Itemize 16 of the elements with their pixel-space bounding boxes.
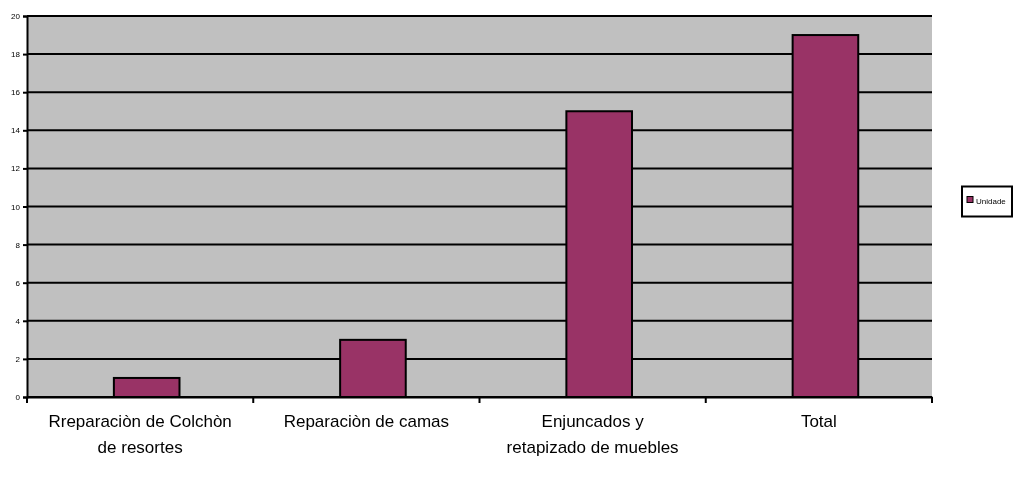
y-tick-label: 4 — [15, 316, 21, 326]
y-tick-label: 0 — [15, 393, 21, 403]
y-tick-label: 20 — [11, 12, 21, 22]
y-tick-label: 14 — [11, 126, 21, 136]
x-tick-label: Rreparaciòn de Colchòn de resortes — [48, 412, 232, 457]
y-tick-label: 16 — [11, 88, 21, 98]
y-tick-label: 18 — [11, 50, 21, 60]
x-tick-label: Enjuncados y retapizado de muebles — [506, 412, 679, 457]
x-tick-label: Reparaciòn de camas — [283, 412, 450, 431]
y-tick-label: 10 — [11, 202, 21, 212]
y-tick-label: 2 — [15, 354, 21, 364]
y-tick-label: 12 — [11, 164, 21, 174]
legend-label: Unidade — [976, 196, 1007, 206]
y-tick-label: 6 — [15, 278, 21, 288]
x-tick-label: Total — [800, 412, 837, 431]
y-tick-label: 8 — [15, 240, 21, 250]
